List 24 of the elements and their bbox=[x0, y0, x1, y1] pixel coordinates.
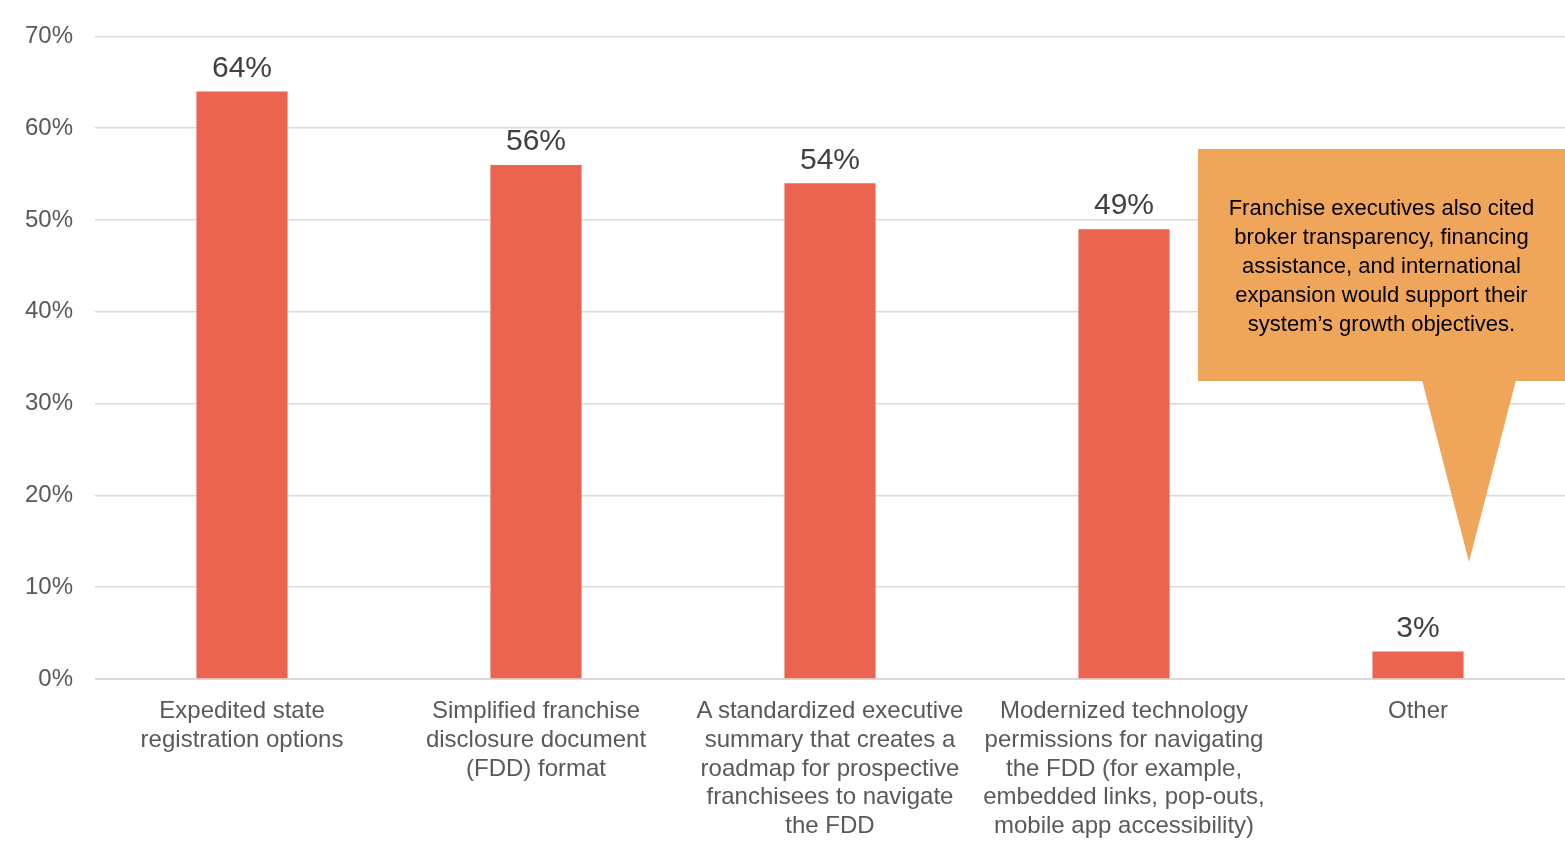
y-tick-label: 30% bbox=[24, 388, 73, 416]
y-tick-label: 0% bbox=[38, 663, 73, 691]
x-tick-label: Other bbox=[1387, 696, 1449, 724]
x-tick-label: Expedited state registration options bbox=[140, 696, 344, 752]
x-tick-label: Modernized technology permissions for navigating the FDD (for example, embedded links, pop-outs, mobile app accessibility) bbox=[983, 696, 1265, 839]
bar bbox=[490, 164, 582, 679]
y-tick-label: 40% bbox=[24, 296, 73, 324]
data-label: 64% bbox=[211, 49, 273, 83]
y-tick-label: 50% bbox=[24, 204, 73, 232]
bar bbox=[784, 183, 876, 679]
bar bbox=[196, 91, 288, 679]
y-tick-label: 20% bbox=[24, 480, 73, 508]
annotation: Franchise executives also cited broker transparency, financing assistance, and international expansion would support their system’s growth objectives. bbox=[1198, 149, 1565, 381]
bar bbox=[1078, 229, 1170, 679]
y-tick-label: 70% bbox=[24, 21, 73, 49]
data-label: 56% bbox=[505, 123, 567, 157]
x-tick-label: A standardized executive summary that creates a roadmap for prospective franchisees to navigate the FDD bbox=[696, 696, 964, 839]
y-tick-label: 60% bbox=[24, 112, 73, 140]
bar bbox=[1372, 651, 1464, 679]
data-label: 54% bbox=[799, 141, 861, 175]
y-tick-label: 10% bbox=[24, 571, 73, 599]
data-label: 49% bbox=[1093, 187, 1155, 221]
x-tick-label: Simplified franchise disclosure document (FDD) format bbox=[425, 696, 647, 781]
data-label: 3% bbox=[1396, 609, 1440, 643]
